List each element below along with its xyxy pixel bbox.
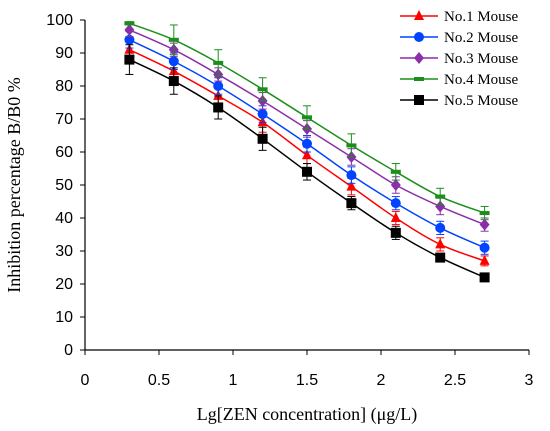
series-2 xyxy=(124,31,490,255)
x-tick-label: 2.5 xyxy=(444,372,466,389)
legend-marker xyxy=(414,10,424,20)
legend-label: No.2 Mouse xyxy=(444,30,519,46)
data-point xyxy=(435,222,446,233)
legend-label: No.5 Mouse xyxy=(444,93,519,109)
series-4 xyxy=(124,21,490,221)
data-point xyxy=(435,252,446,263)
y-tick-label: 10 xyxy=(55,309,73,326)
legend-label: No.1 Mouse xyxy=(444,9,519,25)
legend-item: No.4 Mouse xyxy=(400,72,519,88)
x-tick-label: 1 xyxy=(229,372,238,389)
legend-marker xyxy=(414,32,424,42)
data-point xyxy=(302,166,312,177)
data-point xyxy=(435,194,446,199)
data-point xyxy=(302,138,312,149)
y-axis-title: Inhibition percentage B/B0 % xyxy=(4,77,24,292)
data-point xyxy=(302,115,312,120)
y-tick-label: 0 xyxy=(64,342,73,359)
data-point xyxy=(124,54,135,65)
x-tick-label: 0.5 xyxy=(148,372,170,389)
data-point xyxy=(168,37,179,42)
legend-item: No.5 Mouse xyxy=(400,93,519,109)
y-tick-label: 80 xyxy=(55,78,73,95)
x-axis-title: Lg[ZEN concentration] (μg/L) xyxy=(197,404,418,425)
data-point xyxy=(302,149,312,160)
data-point xyxy=(346,143,357,148)
series-5 xyxy=(124,44,490,283)
data-point xyxy=(168,56,179,67)
data-point xyxy=(346,180,357,191)
y-tick-label: 100 xyxy=(46,12,73,29)
y-tick-label: 50 xyxy=(55,177,73,194)
data-point xyxy=(257,133,268,144)
data-point xyxy=(479,272,490,283)
x-tick-label: 0 xyxy=(81,372,90,389)
data-point xyxy=(346,170,357,181)
x-tick-label: 1.5 xyxy=(296,372,318,389)
data-point xyxy=(479,211,490,216)
data-point xyxy=(124,23,135,36)
data-point xyxy=(168,76,179,87)
legend: No.1 Mouse No.2 Mouse No.3 Mouse No.4 Mouse… xyxy=(400,9,519,109)
legend-label: No.3 Mouse xyxy=(444,51,519,67)
data-point xyxy=(213,89,224,100)
data-point xyxy=(257,87,268,92)
y-tick-label: 60 xyxy=(55,144,73,161)
data-point xyxy=(213,60,224,65)
data-point xyxy=(124,34,135,45)
legend-marker xyxy=(414,95,424,105)
data-point xyxy=(213,102,224,113)
data-point xyxy=(435,200,446,213)
data-point xyxy=(479,218,490,231)
y-tick-label: 70 xyxy=(55,111,73,128)
data-point xyxy=(257,109,268,120)
axes: 0 10 20 30 40 50 60 70 80 90 100 0 0.5 1 1.5 2 2.5 3 xyxy=(46,12,533,389)
data-point xyxy=(390,227,401,238)
legend-item: No.3 Mouse xyxy=(400,51,519,67)
x-tick-label: 2 xyxy=(377,372,386,389)
data-point xyxy=(390,198,401,209)
data-point xyxy=(435,238,446,249)
y-tick-label: 30 xyxy=(55,243,73,260)
data-point xyxy=(124,21,135,26)
data-point xyxy=(479,254,490,265)
legend-item: No.1 Mouse xyxy=(400,9,519,25)
legend-item: No.2 Mouse xyxy=(400,30,519,46)
data-point xyxy=(390,179,401,191)
series-layer xyxy=(124,21,490,283)
y-tick-label: 40 xyxy=(55,210,73,227)
data-point xyxy=(346,198,357,209)
legend-marker xyxy=(414,52,424,64)
x-tick-label: 3 xyxy=(525,372,534,389)
legend-label: No.4 Mouse xyxy=(444,72,519,88)
data-point xyxy=(213,81,224,91)
data-point xyxy=(479,242,490,253)
legend-marker xyxy=(414,77,424,81)
y-tick-label: 20 xyxy=(55,276,73,293)
series-1 xyxy=(124,39,490,267)
data-point xyxy=(390,169,401,174)
data-point xyxy=(390,212,401,222)
y-tick-label: 90 xyxy=(55,45,73,62)
